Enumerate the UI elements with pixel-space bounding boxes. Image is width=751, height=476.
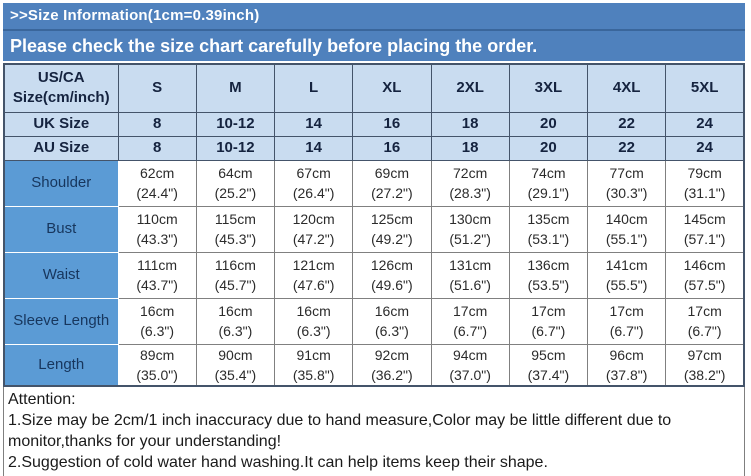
column-header-l: L bbox=[273, 63, 354, 113]
size-cell: 24 bbox=[665, 135, 745, 161]
size-cell: 18 bbox=[430, 135, 510, 161]
measure-cell: 97cm (38.2") bbox=[665, 343, 745, 386]
measure-cell: 125cm (49.2") bbox=[352, 205, 432, 253]
size-cell: 10-12 bbox=[195, 111, 276, 137]
row-label-bust: Bust bbox=[3, 205, 119, 253]
size-cell: 18 bbox=[430, 111, 510, 137]
size-cell: 8 bbox=[117, 135, 197, 161]
bust-row: Bust 110cm (43.3") 115cm (45.3") 120cm (… bbox=[3, 205, 745, 253]
waist-row: Waist 111cm (43.7") 116cm (45.7") 121cm … bbox=[3, 251, 745, 299]
measure-cell: 130cm (51.2") bbox=[430, 205, 510, 253]
measure-cell: 94cm (37.0") bbox=[430, 343, 510, 386]
size-cell: 22 bbox=[586, 111, 667, 137]
column-header-5xl: 5XL bbox=[665, 63, 745, 113]
measure-cell: 91cm (35.8") bbox=[273, 343, 354, 386]
size-cell: 22 bbox=[586, 135, 667, 161]
measure-cell: 17cm (6.7") bbox=[665, 297, 745, 345]
measure-cell: 126cm (49.6") bbox=[352, 251, 432, 299]
measure-cell: 140cm (55.1") bbox=[586, 205, 667, 253]
measure-cell: 131cm (51.6") bbox=[430, 251, 510, 299]
row-label-uk-size: UK Size bbox=[3, 111, 119, 137]
measure-cell: 146cm (57.5") bbox=[665, 251, 745, 299]
size-cell: 10-12 bbox=[195, 135, 276, 161]
column-header-3xl: 3XL bbox=[508, 63, 589, 113]
uk-size-row: UK Size 8 10-12 14 16 18 20 22 24 bbox=[3, 111, 745, 137]
measure-cell: 72cm (28.3") bbox=[430, 159, 510, 207]
size-cell: 20 bbox=[508, 111, 589, 137]
measure-cell: 96cm (37.8") bbox=[586, 343, 667, 386]
row-label-waist: Waist bbox=[3, 251, 119, 299]
measure-cell: 89cm (35.0") bbox=[117, 343, 197, 386]
measure-cell: 136cm (53.5") bbox=[508, 251, 589, 299]
measure-cell: 145cm (57.1") bbox=[665, 205, 745, 253]
banner-subtitle: Please check the size chart carefully be… bbox=[10, 36, 538, 56]
shoulder-row: Shoulder 62cm (24.4") 64cm (25.2") 67cm … bbox=[3, 159, 745, 207]
measure-cell: 120cm (47.2") bbox=[273, 205, 354, 253]
measure-cell: 16cm (6.3") bbox=[195, 297, 276, 345]
measure-cell: 121cm (47.6") bbox=[273, 251, 354, 299]
measure-cell: 16cm (6.3") bbox=[273, 297, 354, 345]
size-cell: 16 bbox=[352, 135, 432, 161]
measure-cell: 115cm (45.3") bbox=[195, 205, 276, 253]
measure-cell: 95cm (37.4") bbox=[508, 343, 589, 386]
measure-cell: 69cm (27.2") bbox=[352, 159, 432, 207]
row-label-length: Length bbox=[3, 343, 119, 386]
row-label-shoulder: Shoulder bbox=[3, 159, 119, 207]
measure-cell: 74cm (29.1") bbox=[508, 159, 589, 207]
measure-cell: 141cm (55.5") bbox=[586, 251, 667, 299]
size-cell: 24 bbox=[665, 111, 745, 137]
attention-note-1: 1.Size may be 2cm/1 inch inaccuracy due … bbox=[8, 411, 672, 450]
header-label-line2: Size(cm/inch) bbox=[12, 89, 110, 107]
size-cell: 20 bbox=[508, 135, 589, 161]
measure-cell: 17cm (6.7") bbox=[586, 297, 667, 345]
measure-cell: 110cm (43.3") bbox=[117, 205, 197, 253]
table-header-row: US/CA Size(cm/inch) S M L XL 2XL 3XL 4XL… bbox=[3, 63, 745, 113]
measure-cell: 92cm (36.2") bbox=[352, 343, 432, 386]
attention-title: Attention: bbox=[8, 390, 76, 408]
measure-cell: 16cm (6.3") bbox=[352, 297, 432, 345]
column-header-2xl: 2XL bbox=[430, 63, 510, 113]
measure-cell: 79cm (31.1") bbox=[665, 159, 745, 207]
column-header-m: M bbox=[195, 63, 276, 113]
header-label-cell: US/CA Size(cm/inch) bbox=[3, 63, 119, 113]
measure-cell: 111cm (43.7") bbox=[117, 251, 197, 299]
header-label-line1: US/CA bbox=[37, 69, 85, 87]
measure-cell: 62cm (24.4") bbox=[117, 159, 197, 207]
measure-cell: 77cm (30.3") bbox=[586, 159, 667, 207]
row-label-au-size: AU Size bbox=[3, 135, 119, 161]
au-size-row: AU Size 8 10-12 14 16 18 20 22 24 bbox=[3, 135, 745, 161]
measure-cell: 67cm (26.4") bbox=[273, 159, 354, 207]
size-cell: 8 bbox=[117, 111, 197, 137]
size-cell: 14 bbox=[273, 135, 354, 161]
row-label-sleeve-length: Sleeve Length bbox=[3, 297, 119, 345]
column-header-xl: XL bbox=[352, 63, 432, 113]
column-header-4xl: 4XL bbox=[586, 63, 667, 113]
attention-section: Attention: 1.Size may be 2cm/1 inch inac… bbox=[3, 386, 745, 476]
size-cell: 16 bbox=[352, 111, 432, 137]
banner-title: >>Size Information(1cm=0.39inch) bbox=[3, 3, 745, 31]
measure-cell: 116cm (45.7") bbox=[195, 251, 276, 299]
column-header-s: S bbox=[117, 63, 197, 113]
length-row: Length 89cm (35.0") 90cm (35.4") 91cm (3… bbox=[3, 343, 745, 386]
size-cell: 14 bbox=[273, 111, 354, 137]
attention-note-2: 2.Suggestion of cold water hand washing.… bbox=[8, 453, 548, 471]
banner: >>Size Information(1cm=0.39inch) Please … bbox=[3, 3, 745, 61]
sleeve-length-row: Sleeve Length 16cm (6.3") 16cm (6.3") 16… bbox=[3, 297, 745, 345]
measure-cell: 90cm (35.4") bbox=[195, 343, 276, 386]
size-chart-table: US/CA Size(cm/inch) S M L XL 2XL 3XL 4XL… bbox=[3, 63, 745, 387]
measure-cell: 16cm (6.3") bbox=[117, 297, 197, 345]
measure-cell: 17cm (6.7") bbox=[508, 297, 589, 345]
measure-cell: 17cm (6.7") bbox=[430, 297, 510, 345]
measure-cell: 64cm (25.2") bbox=[195, 159, 276, 207]
measure-cell: 135cm (53.1") bbox=[508, 205, 589, 253]
